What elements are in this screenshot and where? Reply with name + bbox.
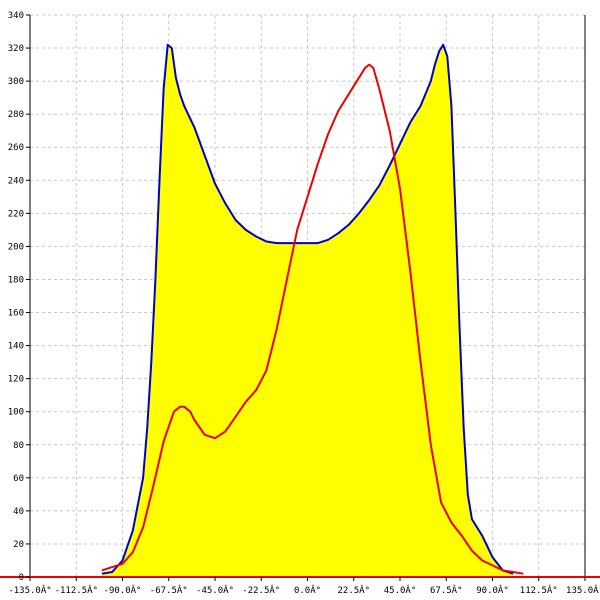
y-tick-label: 120 bbox=[8, 375, 24, 385]
y-tick-label: 20 bbox=[13, 540, 24, 550]
series-line-1 bbox=[101, 63, 524, 575]
series-area-0 bbox=[101, 44, 514, 578]
series-lines bbox=[101, 43, 524, 575]
y-tick-label: 320 bbox=[8, 44, 24, 54]
y-tick-label: 160 bbox=[8, 309, 24, 319]
y-tick-label: 260 bbox=[8, 143, 24, 153]
y-tick-labels: 0 20 40 60 80 100 120 140 160 180 200 220 240 260 280 3… bbox=[8, 11, 30, 583]
x-tick-label: -135.0Â° bbox=[8, 584, 51, 596]
x-tick-label: 22.5Â° bbox=[337, 584, 370, 596]
y-tick-label: 220 bbox=[8, 209, 24, 219]
y-tick-label: 300 bbox=[8, 77, 24, 87]
x-tick-label: -22.5Â° bbox=[242, 584, 280, 596]
x-tick-labels: -135.0Â° -112.5Â° -90.0Â° -67.5Â° -45.0Â° -22… bbox=[8, 577, 600, 596]
x-tick-label: 135.0Â° bbox=[566, 584, 600, 596]
x-tick-label: -67.5Â° bbox=[150, 584, 188, 596]
series-line-0 bbox=[101, 43, 514, 575]
x-tick-label: 67.5Â° bbox=[430, 584, 463, 596]
x-tick-label: -45.0Â° bbox=[196, 584, 234, 596]
x-tick-label: 112.5Â° bbox=[520, 584, 558, 596]
x-tick-label: 0.0Â° bbox=[294, 584, 321, 596]
x-tick-label: 90.0Â° bbox=[476, 584, 509, 596]
y-tick-label: 140 bbox=[8, 342, 24, 352]
y-tick-label: 180 bbox=[8, 275, 24, 285]
y-tick-label: 200 bbox=[8, 242, 24, 252]
x-tick-label: 45.0Â° bbox=[384, 584, 417, 596]
series-areas bbox=[101, 44, 514, 578]
y-tick-label: 80 bbox=[13, 441, 24, 451]
x-tick-label: -112.5Â° bbox=[55, 584, 98, 596]
y-tick-label: 60 bbox=[13, 474, 24, 484]
y-tick-label: 0 bbox=[19, 573, 24, 583]
y-tick-label: 340 bbox=[8, 11, 24, 21]
x-tick-label: -90.0Â° bbox=[104, 584, 142, 596]
axes bbox=[0, 15, 600, 578]
y-tick-label: 280 bbox=[8, 110, 24, 120]
y-tick-label: 240 bbox=[8, 176, 24, 186]
y-tick-label: 40 bbox=[13, 507, 24, 517]
y-tick-label: 100 bbox=[8, 408, 24, 418]
